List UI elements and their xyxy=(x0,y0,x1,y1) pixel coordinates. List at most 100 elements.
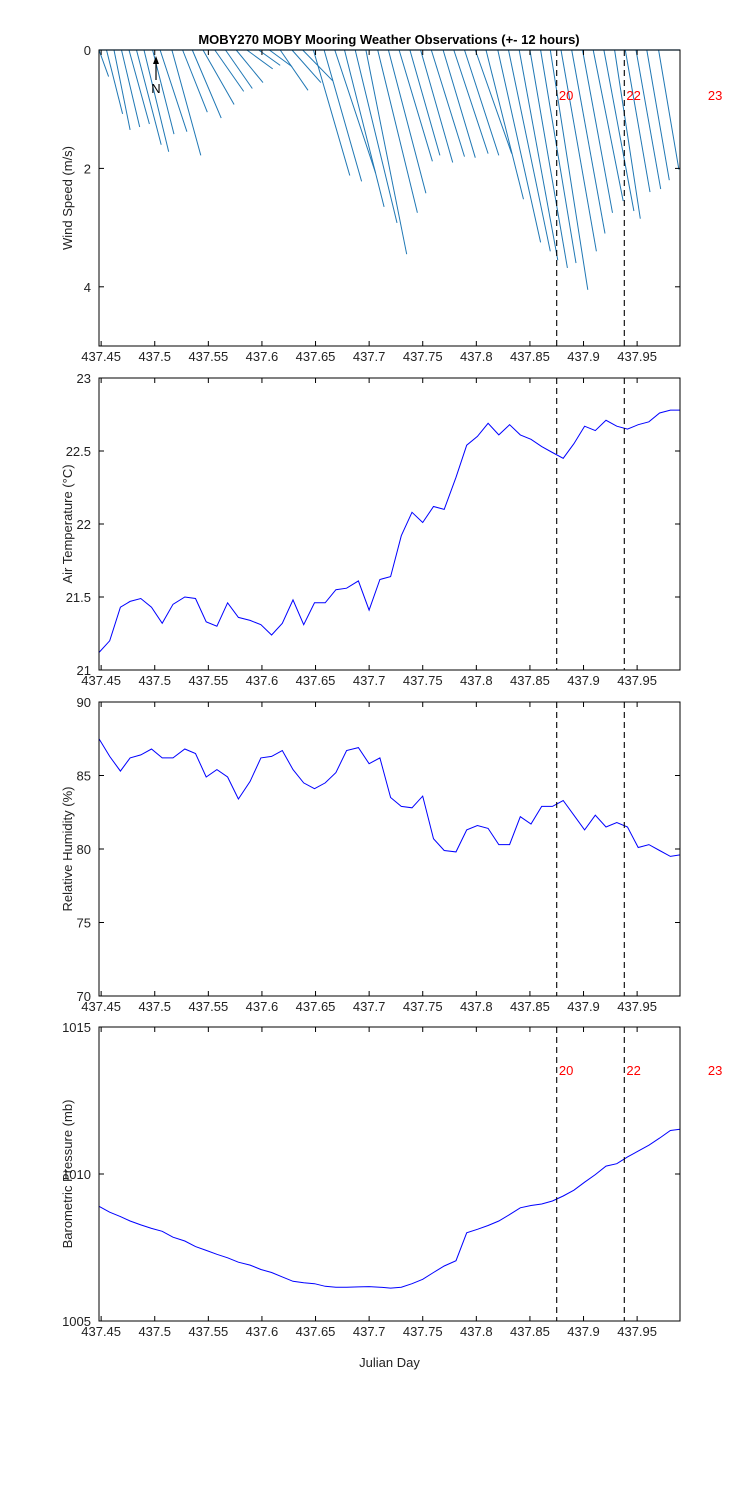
wind-vector-24 xyxy=(334,49,377,174)
air_temp-y-tick-label-1: 21.5 xyxy=(66,590,91,605)
wind-vector-11 xyxy=(191,49,222,119)
humidity-x-tick-label-9: 437.9 xyxy=(567,999,600,1014)
wind-vector-16 xyxy=(246,49,273,70)
air_temp-x-tick-label-2: 437.55 xyxy=(188,673,228,688)
humidity-x-tick-label-8: 437.85 xyxy=(510,999,550,1014)
wind-x-tick-label-10: 437.95 xyxy=(617,349,657,364)
wind-vector-14 xyxy=(225,49,253,89)
figure-title: MOBY270 MOBY Mooring Weather Observation… xyxy=(198,32,579,47)
wind-y-axis-label: Wind Speed (m/s) xyxy=(60,146,75,250)
air_temp-axes-frame xyxy=(98,377,681,671)
air_temp-x-tick-label-1: 437.5 xyxy=(138,673,171,688)
air_temp-x-tick-label-7: 437.8 xyxy=(460,673,493,688)
wind-vector-18 xyxy=(269,49,293,68)
wind-x-tick-label-8: 437.85 xyxy=(510,349,550,364)
relative-humidity-series xyxy=(98,738,681,857)
pressure-marker-label-1: 22 xyxy=(626,1063,640,1078)
wind-vector-33 xyxy=(430,49,465,157)
wind-x-tick-label-3: 437.6 xyxy=(246,349,279,364)
pressure-x-tick-label-5: 437.7 xyxy=(353,1324,386,1339)
wind-vector-54 xyxy=(658,49,680,170)
air-temperature-series xyxy=(98,409,680,653)
pressure-x-tick-label-9: 437.9 xyxy=(567,1324,600,1339)
wind-x-tick-label-7: 437.8 xyxy=(460,349,493,364)
humidity-line xyxy=(98,738,681,857)
relative-humidity-panel: 437.45 437.5 437.55 437.6 437.65 437.7 437.75 4… xyxy=(60,695,681,1014)
wind-vector-10 xyxy=(182,49,208,113)
wind-vector-5 xyxy=(136,49,162,145)
wind-vector-36 xyxy=(464,49,500,156)
pressure-x-tick-label-1: 437.5 xyxy=(138,1324,171,1339)
wind-vector-22 xyxy=(312,49,351,176)
wind-marker-label-0: 20 xyxy=(559,88,573,103)
air_temp-y-axis-label: Air Temperature (°C) xyxy=(60,464,75,583)
wind-marker-label-2: 23 xyxy=(708,88,722,103)
pressure-y-tick-label-2: 1015 xyxy=(62,1020,91,1035)
air_temp-x-tick-label-3: 437.6 xyxy=(246,673,279,688)
wind-vector-27 xyxy=(365,49,408,255)
wind-vector-30 xyxy=(398,49,433,162)
wind-marker-label-1: 22 xyxy=(626,88,640,103)
wind-vector-49 xyxy=(603,49,635,212)
wind-vector-48 xyxy=(592,49,624,202)
pressure-line xyxy=(98,1128,681,1289)
pressure-axes-frame xyxy=(98,1026,681,1322)
wind-x-tick-label-5: 437.7 xyxy=(353,349,386,364)
wind-vector-43 xyxy=(540,49,577,264)
humidity-x-tick-label-1: 437.5 xyxy=(138,999,171,1014)
humidity-x-tick-label-5: 437.7 xyxy=(353,999,386,1014)
air_temp-x-tick-label-9: 437.9 xyxy=(567,673,600,688)
wind-vector-20 xyxy=(291,49,322,83)
wind-vector-50 xyxy=(614,49,641,219)
air_temp-y-tick-label-3: 22.5 xyxy=(66,444,91,459)
humidity-y-tick-label-0: 70 xyxy=(77,989,91,1004)
wind-vector-3 xyxy=(121,49,141,128)
wind-vector-9 xyxy=(171,49,202,156)
wind-vector-40 xyxy=(508,49,551,252)
air_temp-x-tick-label-8: 437.85 xyxy=(510,673,550,688)
wind-vector-29 xyxy=(387,49,427,194)
wind-x-tick-label-4: 437.65 xyxy=(296,349,336,364)
air_temp-y-tick-label-0: 21 xyxy=(77,663,91,678)
wind-vector-35 xyxy=(453,49,489,154)
wind-vector-41 xyxy=(518,49,559,261)
wind-vector-4 xyxy=(128,49,150,125)
wind-vector-47 xyxy=(582,49,613,213)
wind-vector-46 xyxy=(571,49,606,234)
wind-speed-panel: 20 22 23 437.45 437.5 437.55 437.6 437.65 437.7… xyxy=(60,43,722,364)
wind-vectors xyxy=(98,49,680,290)
wind-vector-25 xyxy=(344,49,385,208)
x-axis-label: Julian Day xyxy=(359,1355,420,1370)
wind-vector-0 xyxy=(98,49,110,77)
wind-vector-28 xyxy=(377,49,418,213)
air_temp-x-tick-label-4: 437.65 xyxy=(296,673,336,688)
wind-vector-31 xyxy=(409,49,441,156)
humidity-x-tick-label-4: 437.65 xyxy=(296,999,336,1014)
humidity-y-tick-label-4: 90 xyxy=(77,695,91,710)
pressure-y-axis-label: Barometric Pressure (mb) xyxy=(60,1100,75,1249)
wind-vector-52 xyxy=(635,49,662,190)
wind-x-tick-label-0: 437.45 xyxy=(81,349,121,364)
air_temp-x-tick-label-10: 437.95 xyxy=(617,673,657,688)
north-label: N xyxy=(151,81,160,96)
barometric-pressure-series xyxy=(98,1128,681,1289)
pressure-x-tick-label-10: 437.95 xyxy=(617,1324,657,1339)
wind-vector-23 xyxy=(323,49,363,182)
wind-vector-6 xyxy=(143,49,170,152)
humidity-x-tick-label-7: 437.8 xyxy=(460,999,493,1014)
wind-vector-34 xyxy=(442,49,476,158)
humidity-y-axis-label: Relative Humidity (%) xyxy=(60,787,75,912)
north-arrow-head xyxy=(153,56,159,64)
wind-vector-51 xyxy=(624,49,651,193)
wind-vector-1 xyxy=(106,49,124,115)
pressure-x-tick-label-8: 437.85 xyxy=(510,1324,550,1339)
wind-vector-38 xyxy=(485,49,524,200)
air_temp-y-tick-label-2: 22 xyxy=(77,517,91,532)
pressure-x-tick-label-6: 437.75 xyxy=(403,1324,443,1339)
wind-vector-37 xyxy=(474,49,513,154)
pressure-x-tick-label-4: 437.65 xyxy=(296,1324,336,1339)
pressure-x-tick-label-2: 437.55 xyxy=(188,1324,228,1339)
humidity-x-tick-label-6: 437.75 xyxy=(403,999,443,1014)
humidity-y-tick-label-1: 75 xyxy=(77,916,91,931)
